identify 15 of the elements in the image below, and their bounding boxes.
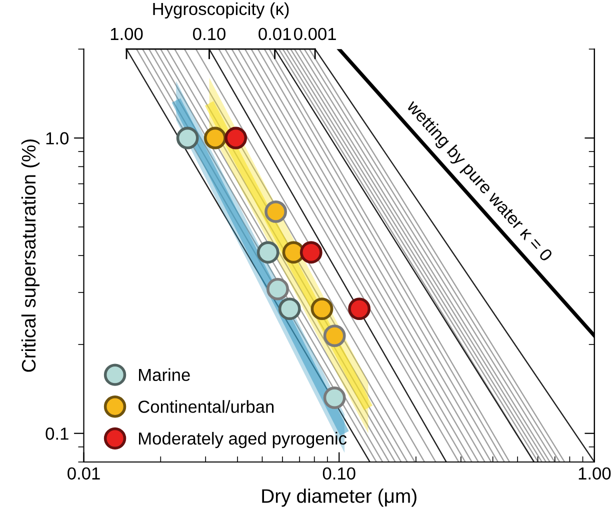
legend-label: Marine bbox=[139, 368, 190, 382]
x-tick-label: 1.00 bbox=[578, 467, 611, 480]
x-tick-label: 0.01 bbox=[68, 467, 100, 480]
y-tick-label: 0.1 bbox=[46, 428, 68, 440]
text: Hygroscopicity (κ) bbox=[153, 2, 289, 19]
x-axis-title: Dry diameter (μm) bbox=[262, 488, 416, 507]
y-tick-label: 1.0 bbox=[46, 132, 69, 144]
legend-label: Moderately aged pyrogenic bbox=[139, 432, 347, 448]
x-tick-label: 0.10 bbox=[322, 467, 356, 480]
annotation: 1.00 bbox=[110, 28, 143, 40]
y-axis-title: Critical supersaturation (%) bbox=[21, 140, 40, 372]
legend-label: Continental/urban bbox=[138, 400, 274, 413]
annotation: 0.01 bbox=[258, 28, 291, 40]
annotation: 0.001 bbox=[294, 28, 336, 40]
annotation: 0.10 bbox=[193, 28, 226, 40]
